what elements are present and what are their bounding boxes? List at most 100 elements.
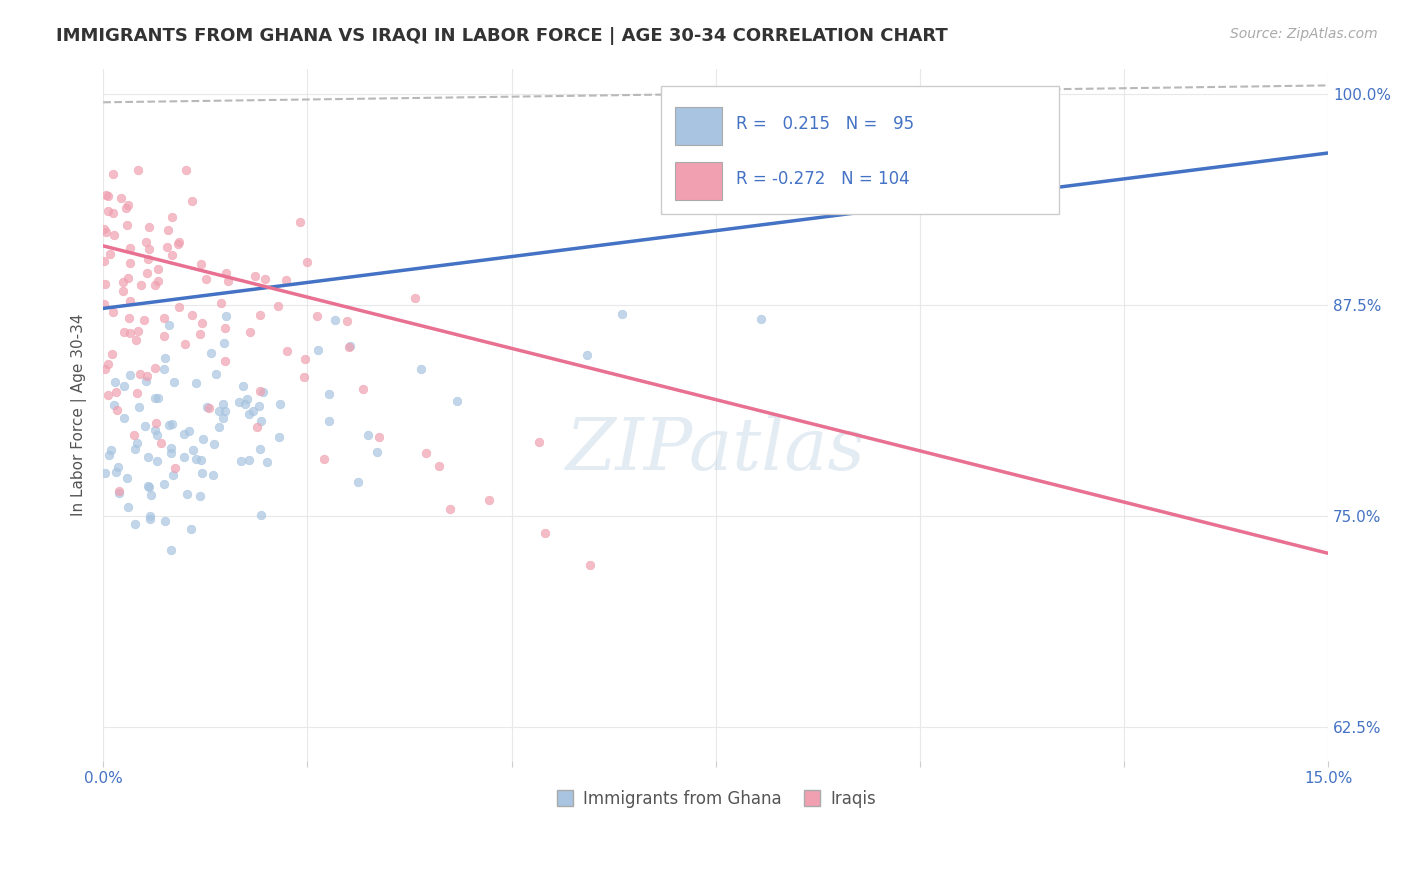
Point: [190, 453, 212, 467]
Point: [105, 384, 128, 399]
Point: [103, 228, 125, 243]
Point: [209, 295, 232, 310]
Point: [153, 476, 176, 491]
Point: [336, 314, 359, 328]
Point: [347, 475, 370, 490]
Point: [146, 274, 169, 288]
Point: [136, 266, 159, 280]
Point: [162, 468, 184, 483]
Point: [160, 441, 183, 455]
Point: [146, 454, 169, 468]
Point: [191, 466, 214, 480]
Text: IMMIGRANTS FROM GHANA VS IRAQI IN LABOR FORCE | AGE 30-34 CORRELATION CHART: IMMIGRANTS FROM GHANA VS IRAQI IN LABOR …: [56, 27, 948, 45]
Point: [236, 392, 259, 407]
Point: [339, 339, 361, 353]
Point: [212, 410, 235, 425]
FancyBboxPatch shape: [675, 162, 721, 200]
Point: [239, 325, 262, 339]
Point: [94, 361, 117, 376]
Point: [215, 309, 238, 323]
Point: [233, 397, 256, 411]
Point: [307, 309, 329, 323]
Point: [167, 235, 190, 249]
Point: [269, 397, 291, 411]
Point: [246, 420, 269, 434]
Point: [118, 256, 141, 270]
Point: [181, 194, 204, 208]
Point: [101, 205, 124, 219]
Point: [149, 436, 172, 450]
Point: [202, 437, 225, 451]
Point: [366, 444, 388, 458]
Point: [295, 255, 318, 269]
Point: [96, 203, 118, 218]
Point: [409, 361, 432, 376]
Point: [160, 446, 183, 460]
Point: [157, 223, 180, 237]
Point: [318, 415, 340, 429]
Point: [357, 428, 380, 442]
Point: [143, 360, 166, 375]
Point: [97, 189, 120, 203]
Point: [112, 275, 135, 289]
Point: [177, 424, 200, 438]
Point: [138, 480, 160, 494]
Point: [112, 410, 135, 425]
Point: [138, 242, 160, 256]
Point: [152, 362, 174, 376]
FancyBboxPatch shape: [675, 107, 721, 145]
Point: [94, 187, 117, 202]
Point: [191, 316, 214, 330]
Point: [217, 274, 239, 288]
Point: [214, 321, 236, 335]
Point: [169, 300, 191, 314]
Point: [111, 285, 134, 299]
Point: [353, 382, 375, 396]
Point: [307, 343, 329, 357]
Point: [238, 407, 260, 421]
Point: [208, 419, 231, 434]
Point: [191, 432, 214, 446]
Point: [139, 488, 162, 502]
Point: [232, 379, 254, 393]
Point: [127, 386, 149, 401]
Point: [112, 379, 135, 393]
Point: [214, 404, 236, 418]
Point: [134, 418, 156, 433]
Point: [245, 268, 267, 283]
Point: [124, 442, 146, 457]
Point: [229, 454, 252, 468]
Point: [184, 451, 207, 466]
Point: [576, 348, 599, 362]
Point: [127, 324, 149, 338]
Point: [134, 313, 156, 327]
Point: [155, 514, 177, 528]
Point: [136, 368, 159, 383]
Point: [112, 326, 135, 340]
Point: [143, 423, 166, 437]
Point: [167, 236, 190, 251]
Point: [93, 254, 115, 268]
Text: R =   0.215   N =   95: R = 0.215 N = 95: [737, 115, 915, 133]
Point: [160, 211, 183, 225]
Point: [256, 455, 278, 469]
Point: [100, 443, 122, 458]
Point: [368, 429, 391, 443]
Point: [139, 512, 162, 526]
Point: [276, 344, 298, 359]
Point: [253, 271, 276, 285]
Point: [478, 492, 501, 507]
Point: [156, 240, 179, 254]
Point: [129, 278, 152, 293]
Point: [155, 351, 177, 365]
Point: [214, 353, 236, 368]
Point: [127, 163, 149, 178]
Point: [249, 384, 271, 399]
Point: [148, 391, 170, 405]
Point: [294, 369, 316, 384]
Point: [188, 326, 211, 341]
Point: [97, 448, 120, 462]
Point: [176, 487, 198, 501]
Point: [107, 459, 129, 474]
Point: [205, 367, 228, 381]
